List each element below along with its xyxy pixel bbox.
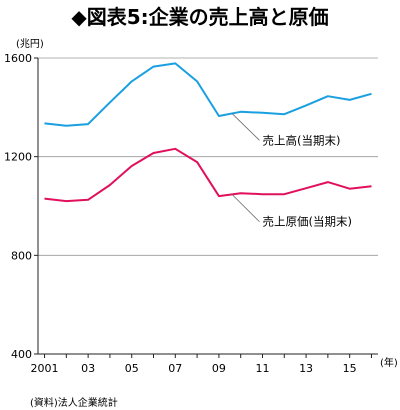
x-tick-label-15: 15 (343, 362, 357, 375)
x-axis-unit: (年) (380, 356, 398, 369)
series-line-1 (44, 62, 372, 127)
x-ticks: 2001 03 05 07 09 11 13 15 (31, 354, 372, 375)
x-tick-label-11: 11 (255, 362, 269, 375)
x-tick-label-07: 07 (168, 362, 182, 375)
x-tick-label-2001: 2001 (31, 362, 59, 375)
gridlines (38, 57, 378, 256)
axes (37, 58, 378, 355)
y-axis-unit: (兆円) (16, 38, 44, 50)
y-tick-label-800: 800 (11, 249, 32, 262)
x-tick-label-03: 03 (81, 362, 95, 375)
series (44, 62, 372, 203)
y-tick-label-400: 400 (11, 348, 32, 361)
series-labels: 売上高(当期末) 売上原価(当期末) (231, 113, 352, 229)
y-tick-label-1600: 1600 (4, 52, 32, 65)
series-line-2 (44, 147, 372, 203)
source-note: (資料)法人企業統計 (30, 396, 118, 409)
series-label-1: 売上高(当期末) (262, 133, 340, 147)
series-leader-2 (231, 194, 260, 223)
y-tick-label-1200: 1200 (4, 151, 32, 164)
y-ticks: 400 800 1200 1600 (4, 52, 38, 361)
chart-title: ◆図表5:企業の売上高と原価 (71, 5, 328, 29)
series-leader-1 (231, 113, 260, 141)
x-tick-label-05: 05 (125, 362, 139, 375)
series-label-2: 売上原価(当期末) (262, 215, 351, 229)
x-tick-label-09: 09 (212, 362, 226, 375)
x-tick-label-13: 13 (299, 362, 313, 375)
